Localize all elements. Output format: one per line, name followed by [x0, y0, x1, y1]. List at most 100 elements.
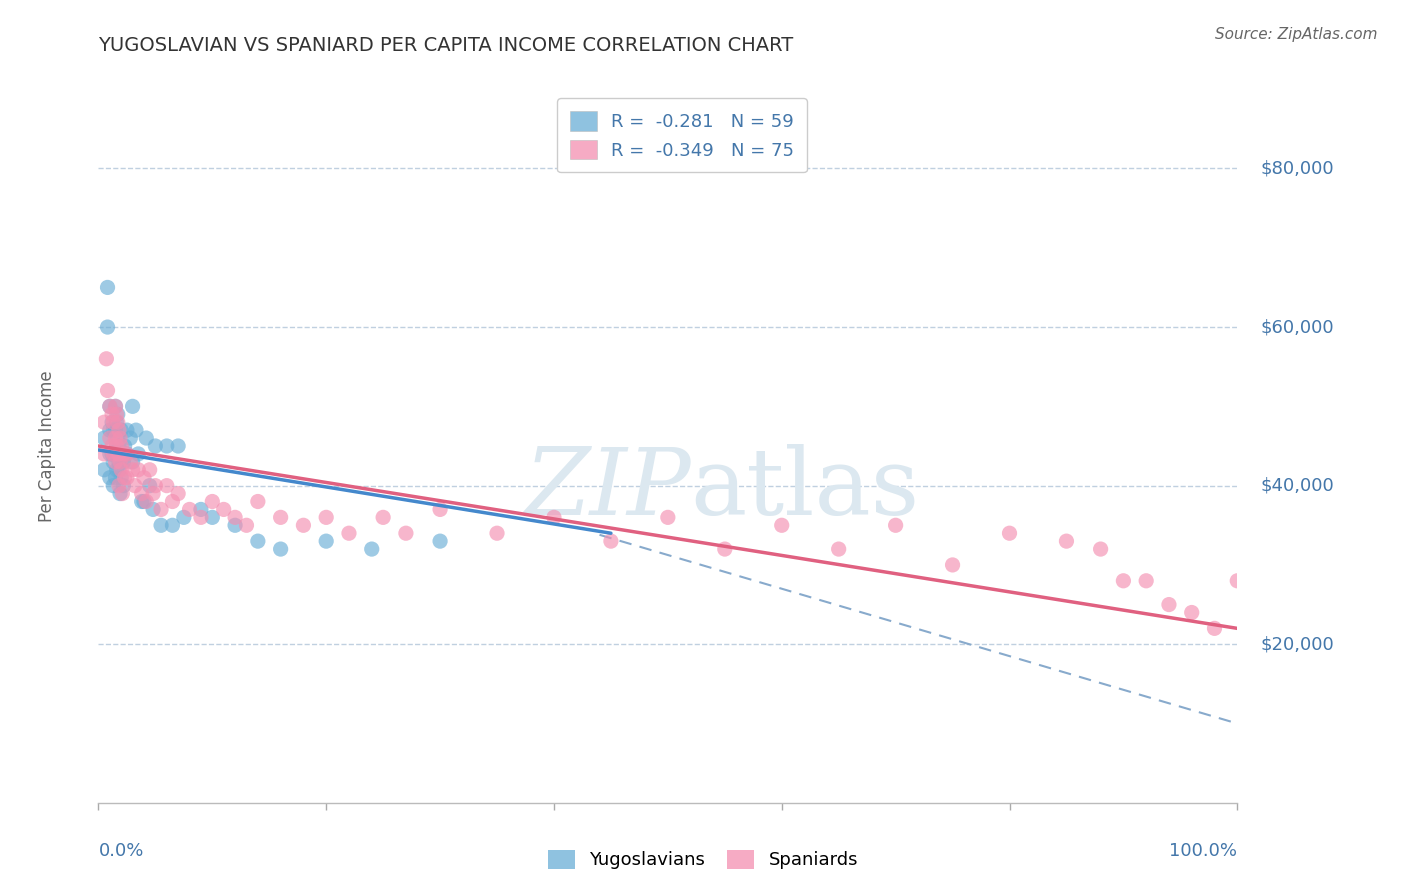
Point [105, 439, 128, 453]
Point [167, 486, 190, 500]
Text: ZIP: ZIP [524, 444, 690, 533]
Point [135, 494, 157, 508]
Point [270, 542, 292, 557]
Point [121, 463, 143, 477]
Text: 0.0%: 0.0% [98, 842, 143, 860]
Point [942, 558, 965, 572]
Point [104, 400, 127, 414]
Point [315, 510, 337, 524]
Point [110, 463, 132, 477]
Point [110, 423, 132, 437]
Point [145, 439, 167, 453]
Point [884, 518, 907, 533]
Point [1054, 534, 1078, 549]
Point [1112, 574, 1135, 588]
Point [108, 447, 131, 461]
Point [108, 478, 131, 492]
Legend: R =  -0.281   N = 59, R =  -0.349   N = 75: R = -0.281 N = 59, R = -0.349 N = 75 [557, 98, 807, 172]
Point [114, 471, 136, 485]
Point [110, 447, 132, 461]
Point [127, 447, 149, 461]
Point [108, 486, 131, 500]
Text: YUGOSLAVIAN VS SPANIARD PER CAPITA INCOME CORRELATION CHART: YUGOSLAVIAN VS SPANIARD PER CAPITA INCOM… [98, 36, 793, 54]
Point [235, 518, 257, 533]
Point [107, 447, 129, 461]
Point [108, 439, 131, 453]
Point [104, 431, 127, 445]
Point [103, 455, 125, 469]
Point [108, 447, 131, 461]
Point [429, 534, 451, 549]
Point [135, 431, 157, 445]
Point [98, 400, 121, 414]
Point [1135, 574, 1157, 588]
Point [114, 439, 136, 453]
Point [104, 447, 127, 461]
Point [162, 494, 184, 508]
Point [93, 431, 115, 445]
Point [131, 494, 153, 508]
Point [486, 526, 509, 541]
Point [371, 510, 394, 524]
Point [98, 471, 121, 485]
Point [657, 510, 679, 524]
Point [543, 510, 565, 524]
Point [120, 431, 142, 445]
Point [131, 486, 153, 500]
Point [108, 455, 131, 469]
Point [173, 510, 195, 524]
Text: Source: ZipAtlas.com: Source: ZipAtlas.com [1215, 27, 1378, 42]
Point [107, 415, 129, 429]
Point [125, 423, 148, 437]
Point [145, 478, 167, 492]
Point [156, 439, 179, 453]
Point [132, 494, 155, 508]
Point [138, 463, 160, 477]
Point [103, 415, 125, 429]
Point [142, 486, 165, 500]
Point [110, 439, 132, 453]
Point [360, 542, 382, 557]
Point [395, 526, 418, 541]
Text: 100.0%: 100.0% [1170, 842, 1237, 860]
Point [770, 518, 793, 533]
Point [246, 494, 269, 508]
Text: $80,000: $80,000 [1260, 160, 1334, 178]
Point [998, 526, 1021, 541]
Point [103, 447, 125, 461]
Point [104, 423, 127, 437]
Point [190, 510, 212, 524]
Point [246, 534, 269, 549]
Point [132, 471, 155, 485]
Point [150, 518, 173, 533]
Point [98, 447, 121, 461]
Point [127, 463, 149, 477]
Point [105, 439, 128, 453]
Point [1181, 606, 1204, 620]
Point [1157, 598, 1180, 612]
Point [115, 471, 138, 485]
Legend: Yugoslavians, Spaniards: Yugoslavians, Spaniards [538, 840, 868, 879]
Point [201, 494, 224, 508]
Point [98, 423, 121, 437]
Point [162, 518, 184, 533]
Point [124, 478, 146, 492]
Point [120, 455, 142, 469]
Point [96, 280, 118, 294]
Point [103, 478, 125, 492]
Point [112, 447, 135, 461]
Point [96, 384, 118, 398]
Point [115, 447, 138, 461]
Point [1226, 574, 1249, 588]
Point [828, 542, 851, 557]
Point [96, 320, 118, 334]
Point [714, 542, 737, 557]
Point [111, 486, 134, 500]
Point [104, 400, 127, 414]
Point [315, 534, 337, 549]
Point [93, 447, 115, 461]
Point [108, 455, 131, 469]
Point [156, 478, 179, 492]
Point [115, 447, 138, 461]
Point [105, 463, 128, 477]
